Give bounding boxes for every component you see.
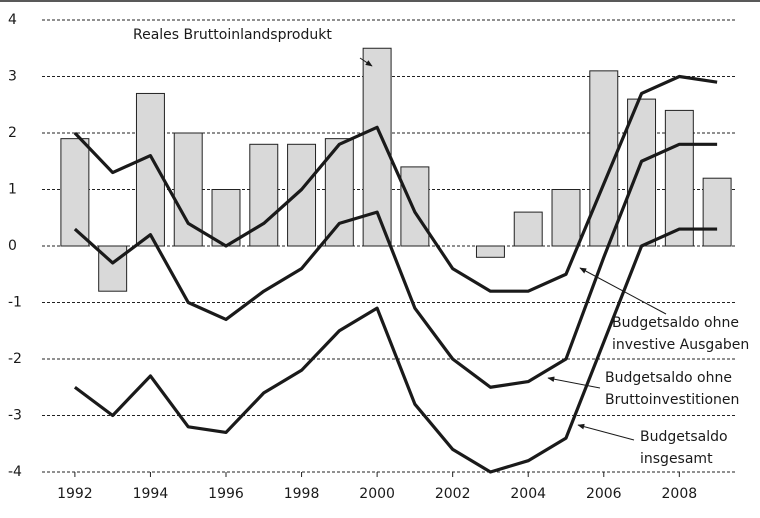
y-tick-label: 3 <box>8 69 17 85</box>
x-tick-label: 1992 <box>57 486 93 502</box>
label-arrow <box>579 267 667 315</box>
y-tick-label: 1 <box>8 182 17 198</box>
line <box>73 142 718 389</box>
bar <box>551 189 581 247</box>
series-label: Bruttoinvestitionen <box>605 392 739 408</box>
bar <box>287 143 317 247</box>
x-tick-label: 2004 <box>510 486 546 502</box>
y-tick-label: -2 <box>8 351 22 367</box>
series-label: Budgetsaldo <box>640 429 728 445</box>
label-arrow <box>577 423 635 441</box>
x-tick-label: 1996 <box>208 486 244 502</box>
bar <box>627 98 657 247</box>
bar <box>135 92 165 247</box>
x-tick-label: 1998 <box>284 486 320 502</box>
x-tick-label: 2006 <box>586 486 622 502</box>
x-tick-label: 2008 <box>662 486 698 502</box>
label-arrow <box>547 376 601 389</box>
line <box>73 74 718 293</box>
y-tick-label: 0 <box>8 238 17 254</box>
bar <box>513 211 543 247</box>
y-tick-label: -3 <box>8 408 22 424</box>
series-label: Reales Bruttoinlandsprodukt <box>133 27 332 43</box>
x-tick-label: 2002 <box>435 486 471 502</box>
y-tick-label: -4 <box>8 464 22 480</box>
x-tick-label: 2000 <box>359 486 395 502</box>
label-arrow <box>359 57 373 67</box>
bar <box>702 177 732 247</box>
series-label: insgesamt <box>640 451 713 467</box>
y-tick-label: -1 <box>8 295 22 311</box>
bar <box>211 189 241 247</box>
bar <box>60 138 90 247</box>
bar <box>400 166 430 247</box>
line <box>73 227 718 474</box>
y-tick-label: 2 <box>8 125 17 141</box>
x-tick-label: 1994 <box>133 486 169 502</box>
bar <box>475 245 505 258</box>
series-label: Budgetsaldo ohne <box>612 315 739 331</box>
y-tick-label: 4 <box>8 12 17 28</box>
series-label: investive Ausgaben <box>612 337 749 353</box>
bar <box>664 109 694 247</box>
series-label: Budgetsaldo ohne <box>605 370 732 386</box>
